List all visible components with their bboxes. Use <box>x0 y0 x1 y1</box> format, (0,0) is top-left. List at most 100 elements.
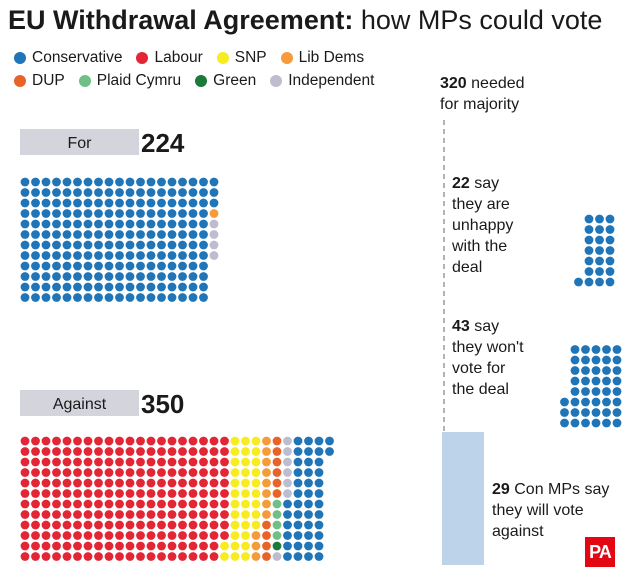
dot-labour <box>20 552 30 561</box>
dot-conservative <box>570 345 580 354</box>
dot-independent <box>209 240 219 250</box>
dot-labour <box>136 520 145 530</box>
dot-conservative <box>94 251 103 260</box>
dot-labour <box>94 436 103 446</box>
dot-conservative <box>94 198 103 208</box>
legend-row: Conservative Labour SNP Lib Dems <box>14 46 414 69</box>
dot-conservative <box>83 177 93 187</box>
dot-labour <box>62 447 72 456</box>
dot-labour <box>94 478 103 488</box>
dot-labour <box>94 552 103 561</box>
dot-conservative <box>104 251 114 260</box>
dot-labour <box>178 457 187 467</box>
dot-conservative <box>62 209 72 218</box>
dot-labour <box>62 510 72 519</box>
dot-conservative <box>41 198 51 208</box>
dot-conservative <box>83 198 93 208</box>
pa-logo: PA <box>585 537 615 567</box>
dot-conservative <box>83 240 93 250</box>
dot-conservative <box>605 277 615 287</box>
annotation-line: 43 say <box>452 318 499 335</box>
dot-conservative <box>62 198 72 208</box>
dot-conservative <box>41 230 51 239</box>
dot-conservative <box>188 188 198 197</box>
dot-conservative <box>178 230 187 239</box>
dot-conservative <box>605 267 615 276</box>
dot-labour <box>20 541 30 551</box>
dot-snp <box>230 478 240 488</box>
dot-conservative <box>595 256 604 266</box>
dot-conservative <box>167 272 177 281</box>
dot-conservative <box>125 251 135 260</box>
dot-labour <box>125 520 135 530</box>
dot-conservative <box>20 230 30 239</box>
dot-snp <box>220 552 229 561</box>
dot-labour <box>209 489 219 498</box>
dot-labour <box>188 510 198 519</box>
dot-conservative <box>602 355 611 365</box>
dot-labour <box>188 541 198 551</box>
dot-labour <box>62 552 72 561</box>
dot-conservative <box>293 478 303 488</box>
dot-labour <box>115 478 124 488</box>
legend-swatch <box>280 51 293 64</box>
annotation-line: they will vote <box>492 502 584 519</box>
dot-labour <box>41 447 51 456</box>
dot-conservative <box>115 177 124 187</box>
dot-labour <box>167 510 177 519</box>
dot-labour <box>146 520 156 530</box>
dot-conservative <box>612 345 622 354</box>
dot-conservative <box>125 177 135 187</box>
dot-conservative <box>31 230 40 239</box>
dot-conservative <box>283 552 292 561</box>
dot-conservative <box>199 272 208 281</box>
dot-conservative <box>62 251 72 260</box>
dot-dup <box>272 447 282 456</box>
annotation-line: the deal <box>452 381 509 398</box>
dot-conservative <box>199 198 208 208</box>
dot-labour <box>136 457 145 467</box>
dot-conservative <box>304 489 313 498</box>
dot-conservative <box>157 230 166 239</box>
legend-row: DUP Plaid Cymru Green Independent <box>14 69 414 92</box>
dot-conservative <box>146 219 156 229</box>
dot-labour <box>20 447 30 456</box>
dot-labour <box>115 457 124 467</box>
dot-labour <box>125 436 135 446</box>
dot-labour <box>209 499 219 509</box>
dot-conservative <box>570 355 580 365</box>
dot-conservative <box>178 209 187 218</box>
dot-conservative <box>83 272 93 281</box>
dot-snp <box>230 457 240 467</box>
dot-conservative <box>20 282 30 292</box>
dot-conservative <box>602 387 611 396</box>
dot-conservative <box>73 282 82 292</box>
dot-conservative <box>146 198 156 208</box>
dot-conservative <box>104 293 114 302</box>
dot-snp <box>230 447 240 456</box>
con-against-highlight <box>442 432 484 565</box>
dot-conservative <box>52 188 61 197</box>
dot-labour <box>31 457 40 467</box>
dot-labour <box>199 457 208 467</box>
dot-conservative <box>584 235 594 245</box>
dot-conservative <box>104 219 114 229</box>
annotation-line: 22 say <box>452 175 499 192</box>
dot-conservative <box>115 240 124 250</box>
dot-labour <box>188 489 198 498</box>
dot-labour <box>188 457 198 467</box>
dot-conservative <box>283 510 292 519</box>
dot-conservative <box>52 209 61 218</box>
dot-conservative <box>83 209 93 218</box>
dot-conservative <box>560 408 569 417</box>
dot-labour <box>62 520 72 530</box>
dot-independent <box>209 230 219 239</box>
dot-conservative <box>584 246 594 255</box>
unhappy-dots <box>574 214 615 287</box>
dot-labour <box>115 541 124 551</box>
dot-dup <box>272 489 282 498</box>
dot-dup <box>262 520 271 530</box>
dot-labour <box>62 531 72 540</box>
dot-conservative <box>115 261 124 271</box>
dot-conservative <box>125 261 135 271</box>
